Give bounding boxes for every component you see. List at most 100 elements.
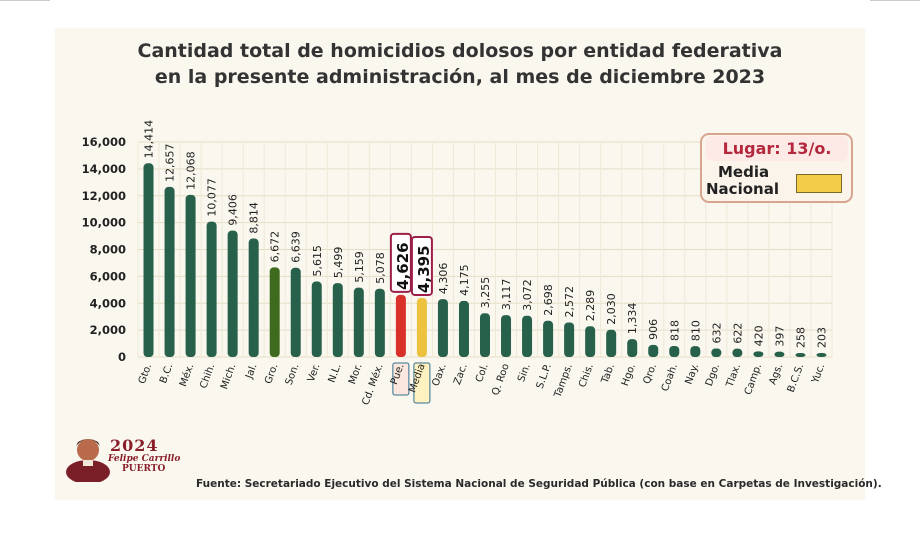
y-tick-label: 10,000 (82, 216, 126, 230)
data-label: 5,159 (353, 251, 366, 283)
data-label: 810 (689, 320, 702, 341)
data-label: 3,117 (500, 279, 513, 310)
bar (458, 300, 469, 357)
bar (606, 329, 617, 357)
bar (543, 320, 554, 357)
chart-title-line-2: en la presente administración, al mes de… (154, 66, 766, 88)
bar (585, 326, 596, 357)
x-tick-label: Gro. (263, 362, 280, 385)
data-label: 2,698 (542, 284, 555, 316)
x-tick-label: N.L. (327, 362, 344, 384)
bar (290, 267, 301, 357)
data-label: 5,615 (311, 245, 324, 277)
bar (206, 221, 217, 357)
data-label: 2,572 (563, 286, 576, 318)
data-label: 397 (773, 326, 786, 347)
data-label: 6,639 (290, 231, 303, 263)
bar (669, 346, 680, 357)
x-tick-label: Son. (284, 362, 302, 386)
data-label: 12,068 (185, 151, 198, 190)
bar (648, 344, 659, 357)
highlight-box (410, 235, 433, 296)
bar (374, 288, 385, 357)
legend-media-label-line-1: Media (718, 163, 770, 181)
bar (185, 194, 196, 357)
data-label: 12,657 (164, 143, 177, 182)
y-tick-label: 12,000 (82, 189, 126, 203)
bar (480, 313, 490, 357)
x-tick-label: Coah. (660, 362, 680, 393)
x-tick-label: Chih. (198, 362, 217, 390)
x-tick-label: Nay. (684, 362, 702, 386)
data-label: 4,306 (437, 263, 450, 295)
y-tick-label: 2,000 (90, 323, 126, 337)
data-label: 818 (668, 320, 681, 341)
legend-rank-label: Lugar: 13/o. (706, 136, 848, 161)
y-tick-label: 8,000 (90, 243, 126, 257)
bar (227, 230, 238, 357)
x-tick-label: Tab. (599, 362, 617, 386)
data-label: 14,414 (143, 120, 156, 159)
logo-year: 2024 (110, 436, 159, 455)
bar (501, 315, 512, 357)
x-tick-label: Mich. (219, 362, 238, 391)
chart-title-line-1: Cantidad total de homicidios dolosos por… (137, 40, 783, 62)
bar (690, 346, 701, 357)
data-label: 8,814 (248, 202, 261, 234)
x-tick-label: Ags. (768, 362, 786, 386)
data-label: 5,078 (374, 252, 387, 284)
data-label: 3,255 (479, 277, 492, 309)
data-label: 420 (752, 325, 765, 346)
x-tick-label: Sin. (516, 362, 533, 383)
category-highlight-box (413, 362, 431, 404)
data-label: 4,626 (394, 242, 412, 289)
bar (269, 267, 280, 357)
x-tick-label: Q. Roo (490, 362, 512, 397)
bar (353, 287, 364, 357)
y-tick-label: 4,000 (90, 296, 126, 310)
bar (416, 297, 427, 357)
data-label: 906 (647, 319, 660, 340)
x-tick-label: Hgo. (620, 362, 638, 387)
logo: 2024 Felipe Carrillo PUERTO (64, 432, 180, 484)
bar (795, 353, 806, 357)
x-tick-label: Dgo. (704, 362, 722, 388)
x-tick-label: S.L.P. (535, 362, 554, 390)
logo-place: PUERTO (122, 464, 166, 474)
top-right-rule (870, 0, 920, 1)
bar (564, 322, 575, 357)
x-tick-label: Tamps. (552, 362, 575, 400)
data-label: 6,672 (269, 231, 282, 263)
x-tick-label: Ver. (306, 362, 323, 383)
bar (332, 283, 343, 357)
bar (753, 351, 764, 357)
bar (248, 238, 259, 357)
data-label: 632 (710, 323, 723, 344)
bar (395, 294, 406, 357)
x-tick-label: Qro. (642, 362, 659, 385)
legend-media-swatch (796, 174, 842, 193)
data-label: 622 (731, 323, 744, 344)
y-tick-label: 14,000 (82, 162, 126, 176)
highlight-box (389, 232, 412, 293)
bar (311, 281, 322, 357)
x-tick-label: B.C. (158, 362, 175, 385)
data-label: 5,499 (332, 247, 345, 279)
x-tick-label: Col. (474, 362, 491, 384)
x-tick-label: Oax. (431, 362, 449, 387)
bar (774, 351, 785, 357)
source-note: Fuente: Secretariado Ejecutivo del Siste… (196, 478, 882, 490)
data-label: 3,072 (521, 279, 534, 311)
data-label: 258 (794, 327, 807, 348)
portrait-icon (66, 439, 110, 482)
data-label: 1,334 (626, 303, 639, 335)
data-label: 4,395 (415, 245, 433, 292)
y-tick-label: 16,000 (82, 135, 126, 149)
x-tick-label: Jal. (244, 362, 260, 381)
data-label: 203 (815, 327, 828, 348)
data-label: 4,175 (458, 264, 471, 296)
x-tick-label: Méx. (177, 362, 196, 388)
x-tick-label: Yuc. (810, 362, 828, 385)
data-label: 9,406 (227, 194, 240, 225)
